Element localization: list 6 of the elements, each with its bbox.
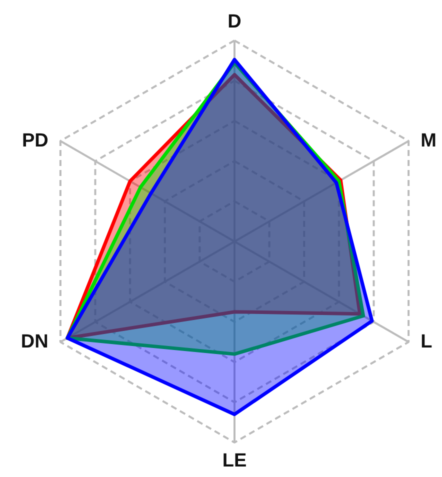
spoke-label: PD xyxy=(22,130,48,152)
spoke-label: DN xyxy=(20,332,48,352)
spoke-label: D xyxy=(228,11,242,32)
spoke-label: L xyxy=(420,332,433,352)
spoke-label: M xyxy=(420,130,436,152)
spoke-label: LE xyxy=(222,450,247,472)
